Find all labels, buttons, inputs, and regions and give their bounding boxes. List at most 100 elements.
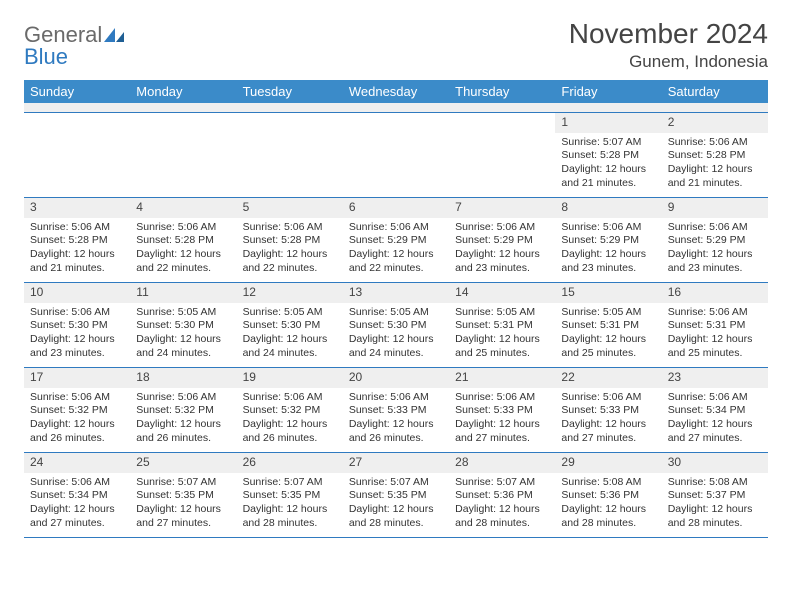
- sunset-text: Sunset: 5:30 PM: [349, 319, 443, 333]
- daylight-text: Daylight: 12 hours and 21 minutes.: [668, 163, 762, 190]
- sunset-text: Sunset: 5:35 PM: [349, 489, 443, 503]
- sunset-text: Sunset: 5:30 PM: [136, 319, 230, 333]
- week-row: 24Sunrise: 5:06 AMSunset: 5:34 PMDayligh…: [24, 453, 768, 538]
- day-body: Sunrise: 5:05 AMSunset: 5:30 PMDaylight:…: [343, 303, 449, 367]
- day-body: Sunrise: 5:06 AMSunset: 5:29 PMDaylight:…: [662, 218, 768, 282]
- day-cell: 16Sunrise: 5:06 AMSunset: 5:31 PMDayligh…: [662, 283, 768, 367]
- sunrise-text: Sunrise: 5:06 AM: [668, 306, 762, 320]
- daylight-text: Daylight: 12 hours and 28 minutes.: [349, 503, 443, 530]
- sunrise-text: Sunrise: 5:07 AM: [349, 476, 443, 490]
- daylight-text: Daylight: 12 hours and 26 minutes.: [30, 418, 124, 445]
- sunset-text: Sunset: 5:31 PM: [455, 319, 549, 333]
- sunset-text: Sunset: 5:30 PM: [243, 319, 337, 333]
- day-body: Sunrise: 5:06 AMSunset: 5:32 PMDaylight:…: [24, 388, 130, 452]
- day-number: 17: [24, 368, 130, 388]
- dow-thursday: Thursday: [449, 80, 555, 103]
- day-number: 24: [24, 453, 130, 473]
- daylight-text: Daylight: 12 hours and 21 minutes.: [30, 248, 124, 275]
- day-cell: 17Sunrise: 5:06 AMSunset: 5:32 PMDayligh…: [24, 368, 130, 452]
- day-number: 5: [237, 198, 343, 218]
- day-cell: 8Sunrise: 5:06 AMSunset: 5:29 PMDaylight…: [555, 198, 661, 282]
- day-of-week-header: Sunday Monday Tuesday Wednesday Thursday…: [24, 80, 768, 103]
- day-cell: 6Sunrise: 5:06 AMSunset: 5:29 PMDaylight…: [343, 198, 449, 282]
- day-number: 2: [662, 113, 768, 133]
- sunset-text: Sunset: 5:33 PM: [455, 404, 549, 418]
- logo-text-block: General Blue: [24, 24, 126, 68]
- daylight-text: Daylight: 12 hours and 28 minutes.: [668, 503, 762, 530]
- logo: General Blue: [24, 24, 126, 68]
- day-body: Sunrise: 5:06 AMSunset: 5:29 PMDaylight:…: [555, 218, 661, 282]
- dow-saturday: Saturday: [662, 80, 768, 103]
- title-block: November 2024 Gunem, Indonesia: [569, 18, 768, 72]
- day-cell: 15Sunrise: 5:05 AMSunset: 5:31 PMDayligh…: [555, 283, 661, 367]
- day-body: Sunrise: 5:06 AMSunset: 5:30 PMDaylight:…: [24, 303, 130, 367]
- day-cell: 22Sunrise: 5:06 AMSunset: 5:33 PMDayligh…: [555, 368, 661, 452]
- daylight-text: Daylight: 12 hours and 23 minutes.: [668, 248, 762, 275]
- sunrise-text: Sunrise: 5:05 AM: [561, 306, 655, 320]
- daylight-text: Daylight: 12 hours and 27 minutes.: [455, 418, 549, 445]
- sunset-text: Sunset: 5:31 PM: [668, 319, 762, 333]
- day-number: 15: [555, 283, 661, 303]
- day-body: Sunrise: 5:06 AMSunset: 5:29 PMDaylight:…: [343, 218, 449, 282]
- day-body: Sunrise: 5:06 AMSunset: 5:34 PMDaylight:…: [662, 388, 768, 452]
- location: Gunem, Indonesia: [569, 52, 768, 72]
- day-cell: [24, 113, 130, 197]
- sunrise-text: Sunrise: 5:06 AM: [561, 221, 655, 235]
- day-number: 12: [237, 283, 343, 303]
- day-number: 11: [130, 283, 236, 303]
- day-cell: 12Sunrise: 5:05 AMSunset: 5:30 PMDayligh…: [237, 283, 343, 367]
- sunset-text: Sunset: 5:37 PM: [668, 489, 762, 503]
- sunrise-text: Sunrise: 5:05 AM: [243, 306, 337, 320]
- day-body: Sunrise: 5:07 AMSunset: 5:35 PMDaylight:…: [130, 473, 236, 537]
- daylight-text: Daylight: 12 hours and 23 minutes.: [561, 248, 655, 275]
- sunset-text: Sunset: 5:35 PM: [243, 489, 337, 503]
- day-number: 20: [343, 368, 449, 388]
- sunrise-text: Sunrise: 5:06 AM: [349, 391, 443, 405]
- day-cell: [237, 113, 343, 197]
- day-body: Sunrise: 5:05 AMSunset: 5:30 PMDaylight:…: [237, 303, 343, 367]
- day-cell: [343, 113, 449, 197]
- sunrise-text: Sunrise: 5:06 AM: [243, 221, 337, 235]
- day-cell: 5Sunrise: 5:06 AMSunset: 5:28 PMDaylight…: [237, 198, 343, 282]
- day-cell: 23Sunrise: 5:06 AMSunset: 5:34 PMDayligh…: [662, 368, 768, 452]
- sunrise-text: Sunrise: 5:06 AM: [561, 391, 655, 405]
- day-body: Sunrise: 5:08 AMSunset: 5:36 PMDaylight:…: [555, 473, 661, 537]
- day-number: 27: [343, 453, 449, 473]
- day-body: Sunrise: 5:05 AMSunset: 5:30 PMDaylight:…: [130, 303, 236, 367]
- sunrise-text: Sunrise: 5:08 AM: [668, 476, 762, 490]
- daylight-text: Daylight: 12 hours and 22 minutes.: [243, 248, 337, 275]
- week-row: 17Sunrise: 5:06 AMSunset: 5:32 PMDayligh…: [24, 368, 768, 453]
- day-body: Sunrise: 5:07 AMSunset: 5:35 PMDaylight:…: [237, 473, 343, 537]
- week-row: 3Sunrise: 5:06 AMSunset: 5:28 PMDaylight…: [24, 198, 768, 283]
- logo-sail-icon: [104, 22, 126, 47]
- day-cell: 11Sunrise: 5:05 AMSunset: 5:30 PMDayligh…: [130, 283, 236, 367]
- weeks-container: 1Sunrise: 5:07 AMSunset: 5:28 PMDaylight…: [24, 113, 768, 538]
- day-number: 3: [24, 198, 130, 218]
- sunrise-text: Sunrise: 5:06 AM: [349, 221, 443, 235]
- day-number: 30: [662, 453, 768, 473]
- day-cell: 18Sunrise: 5:06 AMSunset: 5:32 PMDayligh…: [130, 368, 236, 452]
- sunrise-text: Sunrise: 5:06 AM: [668, 136, 762, 150]
- month-title: November 2024: [569, 18, 768, 50]
- day-cell: 30Sunrise: 5:08 AMSunset: 5:37 PMDayligh…: [662, 453, 768, 537]
- day-body: Sunrise: 5:07 AMSunset: 5:35 PMDaylight:…: [343, 473, 449, 537]
- daylight-text: Daylight: 12 hours and 23 minutes.: [30, 333, 124, 360]
- sunset-text: Sunset: 5:33 PM: [349, 404, 443, 418]
- dow-wednesday: Wednesday: [343, 80, 449, 103]
- day-cell: [130, 113, 236, 197]
- day-cell: [449, 113, 555, 197]
- dow-friday: Friday: [555, 80, 661, 103]
- sunrise-text: Sunrise: 5:06 AM: [455, 221, 549, 235]
- dow-sunday: Sunday: [24, 80, 130, 103]
- sunset-text: Sunset: 5:29 PM: [668, 234, 762, 248]
- day-number: 16: [662, 283, 768, 303]
- day-cell: 26Sunrise: 5:07 AMSunset: 5:35 PMDayligh…: [237, 453, 343, 537]
- sunset-text: Sunset: 5:30 PM: [30, 319, 124, 333]
- daylight-text: Daylight: 12 hours and 28 minutes.: [561, 503, 655, 530]
- sunset-text: Sunset: 5:28 PM: [668, 149, 762, 163]
- sunset-text: Sunset: 5:31 PM: [561, 319, 655, 333]
- day-body: Sunrise: 5:08 AMSunset: 5:37 PMDaylight:…: [662, 473, 768, 537]
- day-body: Sunrise: 5:06 AMSunset: 5:32 PMDaylight:…: [130, 388, 236, 452]
- daylight-text: Daylight: 12 hours and 24 minutes.: [243, 333, 337, 360]
- day-body: Sunrise: 5:06 AMSunset: 5:28 PMDaylight:…: [130, 218, 236, 282]
